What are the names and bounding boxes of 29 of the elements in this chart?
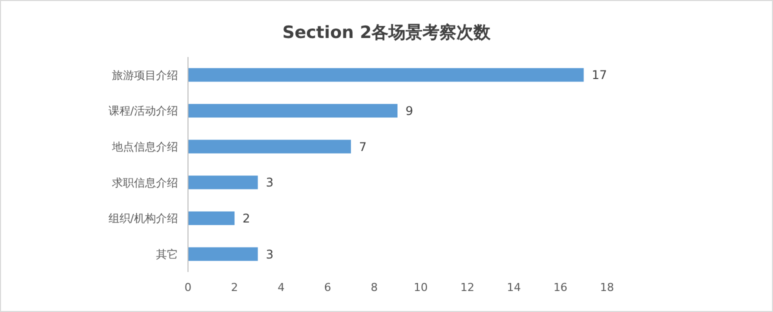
bar <box>188 68 584 82</box>
bar <box>188 247 258 261</box>
bar <box>188 211 235 226</box>
y-tick-label: 旅游项目介绍 <box>112 68 178 82</box>
y-tick-label: 课程/活动介绍 <box>108 104 178 118</box>
y-tick-label: 地点信息介绍 <box>111 140 178 154</box>
data-label: 7 <box>358 140 367 154</box>
x-tick-label: 4 <box>278 281 285 294</box>
x-tick-label: 16 <box>553 281 568 294</box>
data-label: 3 <box>266 176 274 190</box>
x-tick-label: 12 <box>460 281 474 294</box>
x-tick-label: 0 <box>184 281 192 294</box>
data-label: 17 <box>592 68 608 82</box>
data-label: 3 <box>266 247 274 262</box>
x-tick-label: 8 <box>370 281 378 294</box>
chart-title: Section 2各场景考察次数 <box>282 23 492 43</box>
x-tick-label: 2 <box>231 281 238 294</box>
bar <box>188 176 258 190</box>
data-label: 9 <box>406 104 414 118</box>
bar <box>188 140 351 154</box>
data-label: 2 <box>242 211 250 226</box>
bar <box>188 104 398 118</box>
x-tick-label: 18 <box>600 281 614 294</box>
y-tick-label: 其它 <box>156 248 178 261</box>
x-tick-label: 10 <box>414 281 428 294</box>
x-tick-label: 6 <box>324 281 332 294</box>
x-tick-label: 14 <box>506 281 521 294</box>
y-tick-label: 组织/机构介绍 <box>108 212 178 226</box>
y-tick-label: 求职信息介绍 <box>112 176 178 190</box>
